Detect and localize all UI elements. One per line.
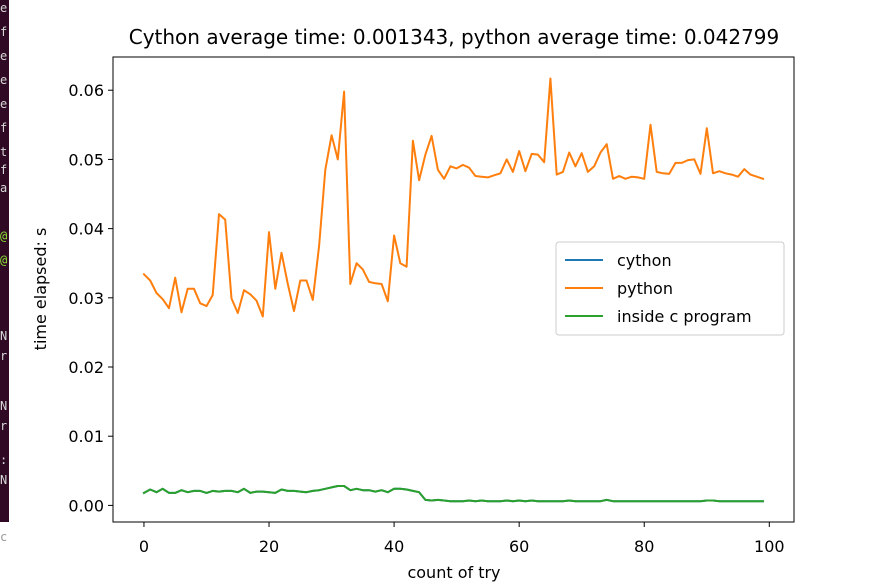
terminal-char: N: [0, 473, 8, 487]
chart-title: Cython average time: 0.001343, python av…: [129, 25, 780, 49]
y-tick-label: 0.02: [68, 358, 104, 377]
series-line-inside-c-program: [142, 485, 764, 503]
x-tick-label: 100: [754, 537, 785, 556]
terminal-char: t: [0, 145, 8, 159]
terminal-char: :: [0, 453, 8, 467]
legend-box: [555, 241, 785, 336]
legend-label-cython: cython: [617, 251, 672, 270]
terminal-char: f: [0, 121, 8, 135]
x-tick-label: 40: [384, 537, 404, 556]
terminal-char: @: [0, 229, 8, 243]
plot-frame: [112, 56, 795, 523]
y-axis: 0.00 0.01 0.02 0.03 0.04 0.05 0.06: [68, 81, 113, 515]
x-axis-label: count of try: [407, 563, 500, 582]
terminal-char: a: [0, 181, 8, 195]
background-terminal-char: c: [0, 530, 8, 544]
terminal-char: f: [0, 163, 8, 177]
y-tick-label: 0.00: [68, 496, 104, 515]
terminal-char: e: [0, 49, 8, 63]
legend[interactable]: cython python inside c program: [555, 241, 785, 336]
terminal-char: N: [0, 399, 8, 413]
terminal-char: f: [0, 25, 8, 39]
x-tick-label: 20: [259, 537, 279, 556]
terminal-char: e: [0, 73, 8, 87]
y-axis-label: time elapsed: s: [31, 228, 50, 351]
terminal-char: r: [0, 419, 8, 433]
series-line-python: [142, 77, 765, 318]
x-tick-label: 80: [634, 537, 654, 556]
y-tick-label: 0.05: [68, 150, 104, 169]
y-tick-label: 0.01: [68, 427, 104, 446]
terminal-char: r: [0, 349, 8, 363]
y-tick-label: 0.04: [68, 220, 104, 239]
plot-lines: [142, 77, 765, 503]
legend-label-inside-c-program: inside c program: [617, 307, 752, 326]
x-axis: 0 20 40 60 80 100: [139, 522, 785, 556]
terminal-char: e: [0, 1, 8, 15]
legend-label-python: python: [617, 279, 673, 298]
terminal-char: @: [0, 253, 8, 267]
x-tick-label: 60: [509, 537, 529, 556]
terminal-char: e: [0, 97, 8, 111]
y-tick-label: 0.03: [68, 289, 104, 308]
y-tick-label: 0.06: [68, 81, 104, 100]
terminal-char: N: [0, 329, 8, 343]
x-tick-label: 0: [139, 537, 149, 556]
